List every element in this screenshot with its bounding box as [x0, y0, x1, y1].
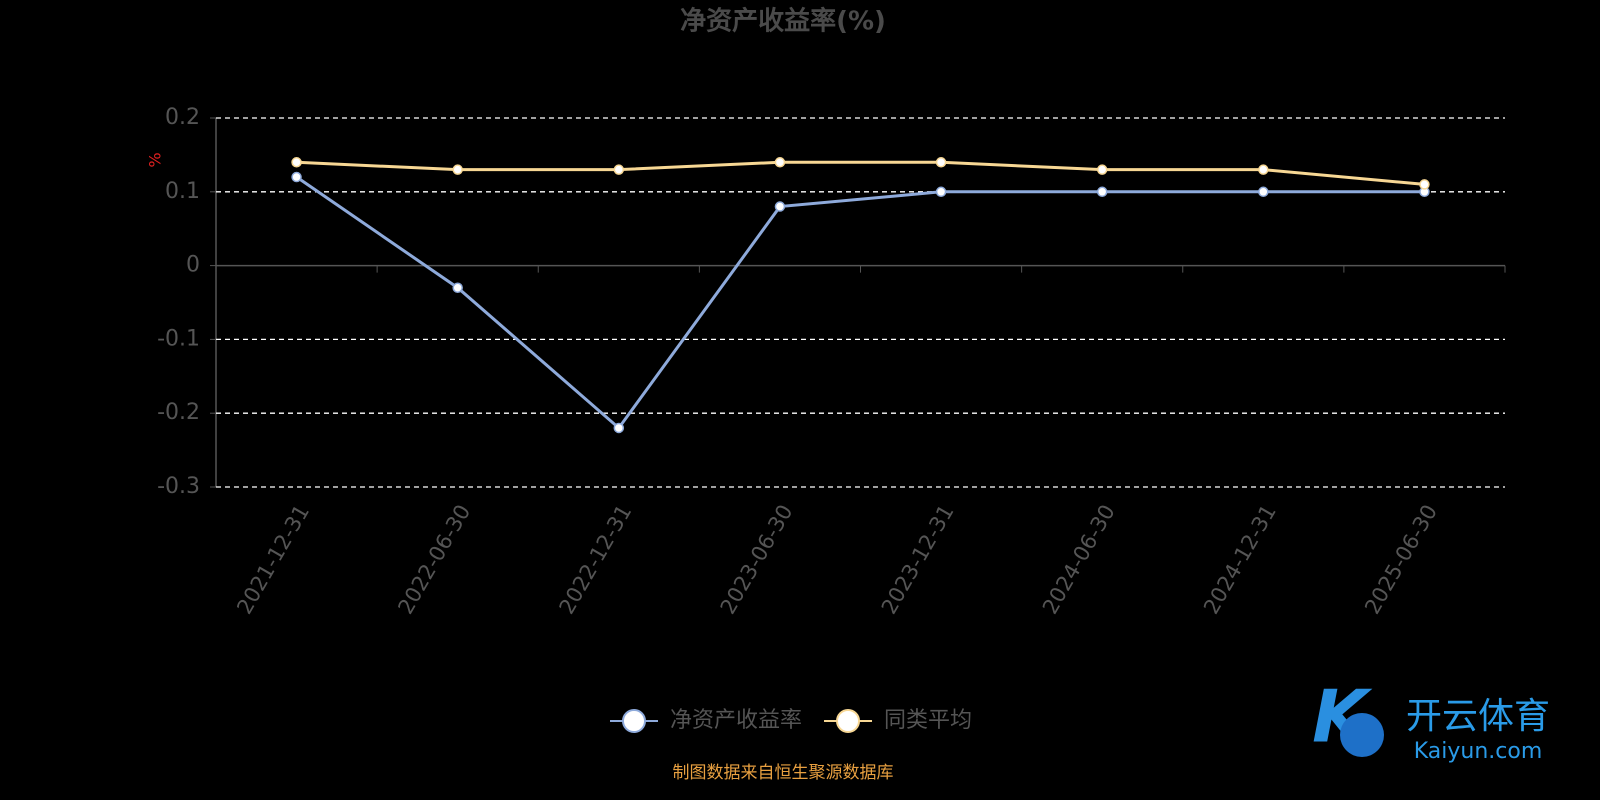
point — [613, 164, 625, 175]
x-tick-label: 2021-12-31 — [232, 501, 314, 619]
point — [452, 282, 463, 293]
x-tick-label: 2022-06-30 — [393, 501, 475, 619]
x-tick-label: 2024-06-30 — [1038, 501, 1120, 619]
series — [291, 157, 1430, 190]
point — [613, 422, 625, 434]
point — [291, 157, 302, 168]
y-tick-label: -0.1 — [157, 326, 200, 351]
watermark: K 开云体育 Kaiyun.com — [1312, 675, 1550, 764]
y-tick-label: -0.3 — [157, 474, 200, 499]
x-tick-label: 2024-12-31 — [1199, 501, 1281, 619]
watermark-brand: 开云体育 — [1406, 696, 1550, 737]
legend-label: 净资产收益率 — [670, 708, 802, 733]
x-tick-label: 2023-06-30 — [716, 501, 798, 619]
y-axis-label: % — [146, 152, 165, 167]
y-tick-label: 0.2 — [165, 105, 200, 130]
chart-title: 净资产收益率(%) — [680, 6, 886, 37]
x-tick-label: 2023-12-31 — [877, 501, 959, 619]
point — [1258, 186, 1269, 198]
legend-marker — [622, 709, 646, 733]
x-tick-label: 2022-12-31 — [555, 501, 637, 619]
line — [295, 175, 1425, 431]
legend-label: 同类平均 — [884, 708, 972, 733]
watermark-site: Kaiyun.com — [1414, 739, 1543, 764]
y-tick-label: 0.1 — [165, 179, 200, 204]
y-tick-label: 0 — [186, 253, 200, 278]
point — [1096, 164, 1108, 175]
point — [935, 157, 947, 168]
point — [291, 171, 302, 183]
point — [774, 201, 786, 212]
point — [935, 186, 947, 198]
x-tick-label: 2025-06-30 — [1360, 501, 1442, 619]
legend-marker — [836, 709, 861, 733]
point — [774, 157, 786, 168]
line — [296, 160, 1425, 186]
source-note: 制图数据来自恒生聚源数据库 — [673, 763, 894, 783]
point — [1419, 179, 1430, 190]
series — [291, 171, 1430, 434]
point — [452, 164, 463, 175]
y-tick-label: -0.2 — [157, 400, 200, 425]
watermark-ball — [1340, 713, 1384, 757]
point — [1096, 186, 1108, 198]
point — [1258, 164, 1269, 175]
